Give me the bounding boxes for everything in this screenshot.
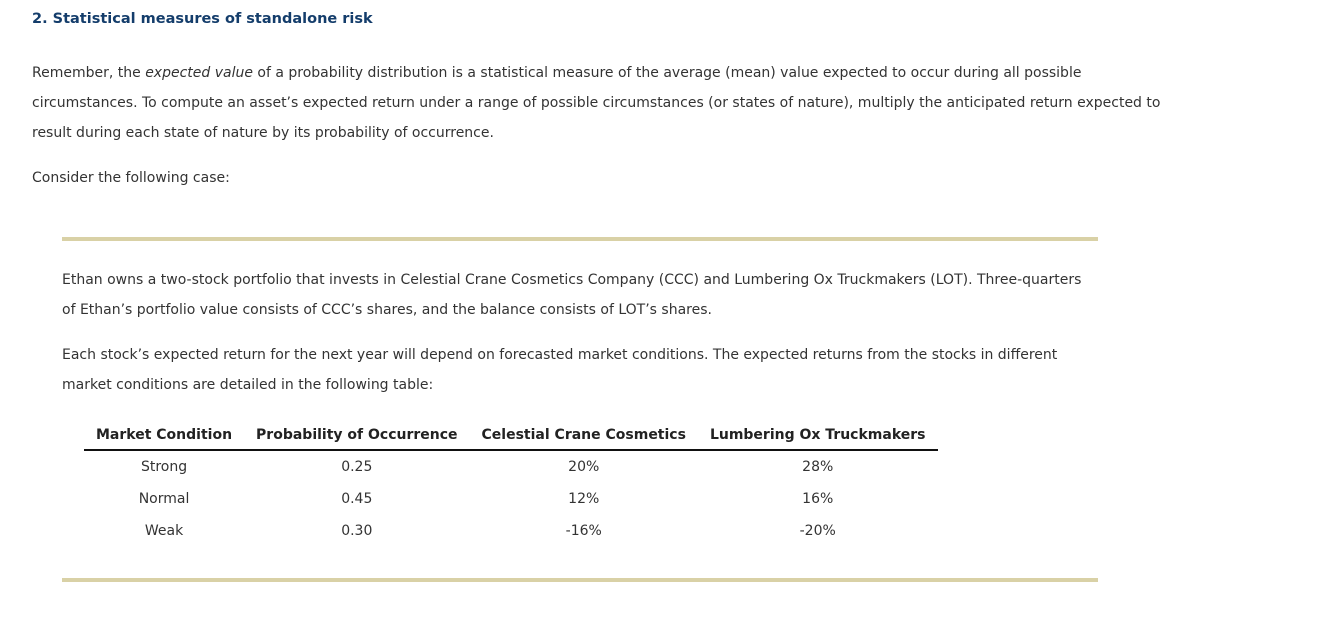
header-probability: Probability of Occurrence (244, 421, 470, 451)
table-header-row: Market Condition Probability of Occurren… (84, 421, 938, 451)
cell: 12% (568, 491, 600, 507)
cell: Normal (138, 491, 190, 507)
returns-table: Market Condition Probability of Occurren… (84, 421, 938, 547)
header-lot: Lumbering Ox Truckmakers (697, 421, 938, 451)
cell: Weak (144, 523, 184, 539)
case-top-rule (62, 237, 1098, 241)
table-row: Weak 0.30 -16% -20% (84, 515, 938, 547)
cell: 20% (568, 459, 600, 475)
section-title: 2. Statistical measures of standalone ri… (32, 11, 373, 27)
case-paragraph-2: Each stock’s expected return for the nex… (62, 347, 1058, 393)
consider-text: Consider the following case: (32, 170, 230, 186)
cell: -20% (799, 523, 836, 539)
cell: 0.45 (341, 491, 373, 507)
cell: 28% (802, 459, 834, 475)
header-ccc: Celestial Crane Cosmetics (469, 421, 698, 451)
cell: 16% (802, 491, 834, 507)
intro-emphasis: expected value (145, 65, 253, 81)
table-row: Strong 0.25 20% 28% (84, 450, 938, 483)
table-row: Normal 0.45 12% 16% (84, 483, 938, 515)
cell: 0.30 (341, 523, 373, 539)
cell: 0.25 (341, 459, 373, 475)
intro-text-rest: of a probability distribution is a stati… (32, 65, 1161, 141)
header-market-condition: Market Condition (84, 421, 245, 451)
intro-text: Remember, the (32, 65, 146, 81)
case-paragraph-1: Ethan owns a two-stock portfolio that in… (62, 272, 1082, 318)
cell: -16% (565, 523, 602, 539)
intro-paragraph: Remember, the expected value of a probab… (32, 58, 1182, 148)
case-bottom-rule (62, 578, 1098, 582)
cell: Strong (140, 459, 188, 475)
